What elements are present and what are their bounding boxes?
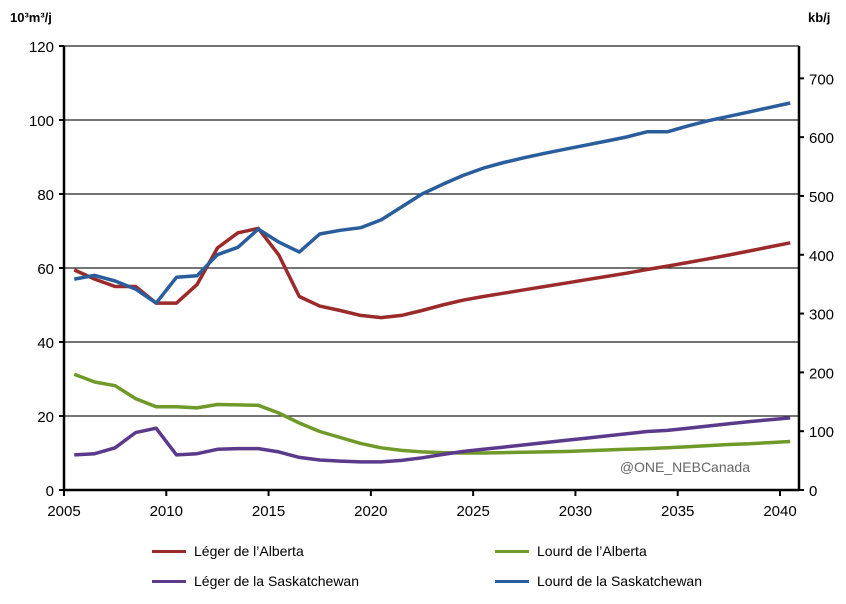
y-right-tick-label: 700	[809, 71, 834, 88]
y-right-tick-label: 0	[809, 483, 817, 500]
legend-swatch	[495, 579, 529, 583]
y-right-tick-label: 600	[809, 130, 834, 147]
series-line-2	[74, 416, 791, 464]
y-tick-label: 100	[29, 113, 54, 130]
series-line-3	[73, 101, 791, 305]
right-axis-unit: kb/j	[808, 10, 830, 25]
left-axis-unit: 10³m³/j	[10, 10, 52, 25]
y-right-tick-label: 300	[809, 307, 834, 324]
legend-swatch	[152, 579, 186, 583]
legend-label: Léger de l’Alberta	[194, 543, 304, 559]
legend-item: Léger de l’Alberta	[152, 543, 304, 559]
watermark: @ONE_NEBCanada	[620, 459, 750, 475]
x-tick-label: 2015	[252, 503, 285, 520]
y-right-tick-label: 500	[809, 189, 834, 206]
legend-label: Léger de la Saskatchewan	[194, 573, 359, 589]
series-line-1	[73, 372, 791, 455]
series-line-0	[73, 226, 791, 320]
legend-item: Lourd de la Saskatchewan	[495, 573, 702, 589]
legend-item: Lourd de l’Alberta	[495, 543, 647, 559]
y-tick-label: 120	[29, 39, 54, 56]
legend-swatch	[495, 549, 529, 553]
x-tick-label: 2025	[456, 503, 489, 520]
legend-item: Léger de la Saskatchewan	[152, 573, 359, 589]
y-right-tick-label: 200	[809, 365, 834, 382]
legend-swatch	[152, 549, 186, 553]
y-right-tick-label: 400	[809, 248, 834, 265]
y-tick-label: 60	[37, 261, 54, 278]
chart-plot: 10³m³/j kb/j 020406080100120010020030040…	[10, 10, 834, 520]
y-tick-label: 20	[37, 409, 54, 426]
x-tick-label: 2010	[150, 503, 183, 520]
x-tick-label: 2035	[661, 503, 694, 520]
x-tick-label: 2030	[559, 503, 592, 520]
y-right-tick-label: 100	[809, 424, 834, 441]
legend-label: Lourd de la Saskatchewan	[537, 573, 702, 589]
y-tick-label: 40	[37, 335, 54, 352]
y-tick-label: 80	[37, 187, 54, 204]
x-tick-label: 2040	[763, 503, 796, 520]
y-tick-label: 0	[46, 483, 54, 500]
x-tick-label: 2020	[354, 503, 387, 520]
x-tick-label: 2005	[47, 503, 80, 520]
legend-label: Lourd de l’Alberta	[537, 543, 647, 559]
